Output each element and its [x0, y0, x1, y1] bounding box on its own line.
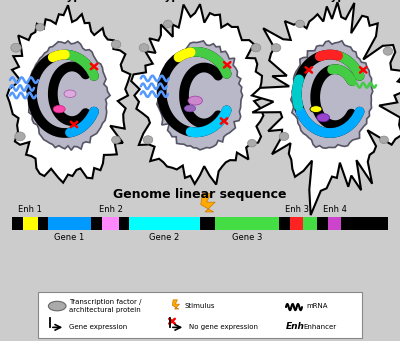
Text: Enh 1: Enh 1: [18, 205, 42, 214]
Text: Gene 2: Gene 2: [149, 233, 180, 242]
Ellipse shape: [383, 47, 393, 55]
Ellipse shape: [271, 44, 281, 52]
Bar: [12, 217, 388, 230]
Text: Gene expression: Gene expression: [69, 324, 128, 330]
Ellipse shape: [36, 24, 44, 31]
Bar: [290, 217, 303, 230]
Text: Enh 4: Enh 4: [323, 205, 346, 214]
Bar: [328, 217, 341, 230]
Bar: [128, 217, 200, 230]
Bar: [38, 217, 48, 230]
Bar: [23, 217, 38, 230]
Text: Cell type A: Cell type A: [36, 0, 100, 2]
Bar: [91, 217, 102, 230]
Text: Enh: Enh: [286, 322, 305, 331]
Ellipse shape: [143, 136, 153, 144]
Ellipse shape: [251, 44, 261, 52]
Polygon shape: [7, 5, 130, 183]
Ellipse shape: [248, 139, 256, 147]
Ellipse shape: [11, 43, 21, 52]
Polygon shape: [201, 194, 215, 212]
Bar: [200, 217, 215, 230]
Polygon shape: [172, 300, 180, 309]
Ellipse shape: [380, 136, 388, 144]
Ellipse shape: [53, 105, 65, 113]
Bar: [316, 217, 328, 230]
Text: Gene 1: Gene 1: [54, 233, 85, 242]
Text: Enh 3: Enh 3: [285, 205, 309, 214]
Polygon shape: [26, 41, 110, 150]
Bar: [102, 217, 119, 230]
Ellipse shape: [48, 301, 66, 311]
Text: Stimulus: Stimulus: [184, 303, 214, 309]
Text: Enhancer: Enhancer: [303, 324, 336, 330]
Ellipse shape: [111, 40, 121, 48]
Bar: [12, 217, 23, 230]
Ellipse shape: [112, 136, 120, 144]
Text: Cell type A + Stimulus: Cell type A + Stimulus: [134, 0, 266, 2]
Ellipse shape: [139, 44, 149, 52]
Ellipse shape: [184, 105, 196, 112]
Bar: [48, 217, 91, 230]
Polygon shape: [291, 41, 373, 148]
Text: Cell type B: Cell type B: [300, 0, 364, 2]
Ellipse shape: [188, 96, 202, 105]
Text: Gene 3: Gene 3: [232, 233, 262, 242]
Bar: [279, 217, 290, 230]
Bar: [303, 217, 316, 230]
Ellipse shape: [317, 114, 330, 122]
Ellipse shape: [296, 20, 304, 28]
Ellipse shape: [64, 90, 76, 98]
Ellipse shape: [164, 20, 172, 28]
Text: Genome linear sequence: Genome linear sequence: [113, 188, 287, 201]
Bar: [341, 217, 388, 230]
Bar: [215, 217, 279, 230]
Polygon shape: [252, 2, 400, 215]
Bar: [119, 217, 128, 230]
Text: No gene expression: No gene expression: [189, 324, 258, 330]
Text: Transcription factor /
architectural protein: Transcription factor / architectural pro…: [69, 299, 142, 313]
Ellipse shape: [310, 106, 322, 113]
Ellipse shape: [15, 132, 25, 141]
Polygon shape: [157, 41, 242, 150]
FancyBboxPatch shape: [38, 292, 362, 338]
Text: mRNA: mRNA: [306, 303, 328, 309]
Ellipse shape: [279, 132, 289, 140]
Polygon shape: [131, 4, 269, 184]
Text: Enh 2: Enh 2: [99, 205, 123, 214]
